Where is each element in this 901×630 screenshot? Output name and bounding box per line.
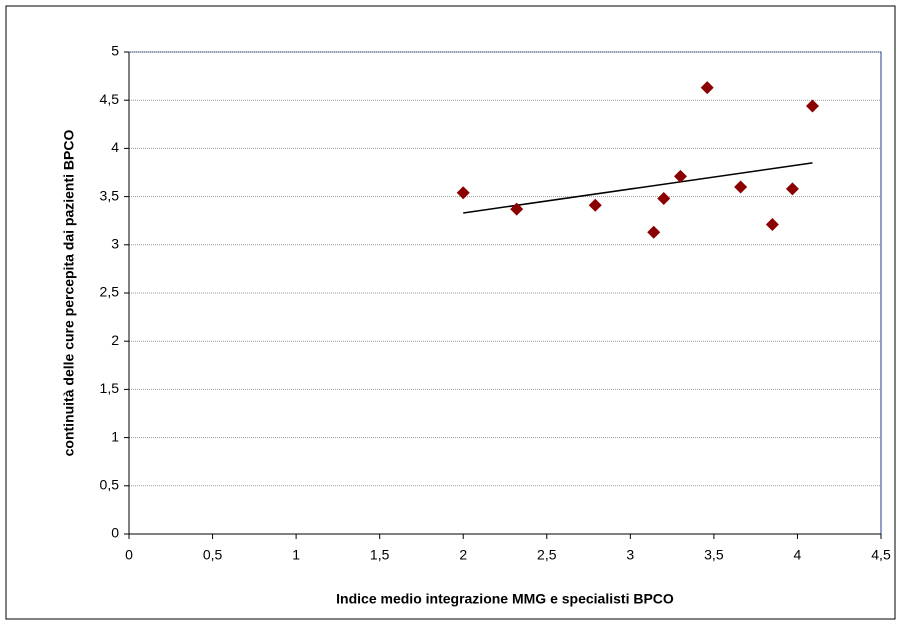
x-tick-label: 0 xyxy=(125,547,133,563)
data-point xyxy=(785,182,799,196)
x-tick-label: 1 xyxy=(292,547,300,563)
data-point xyxy=(657,192,671,206)
x-tick-label: 2,5 xyxy=(537,547,557,563)
y-tick-label: 2 xyxy=(111,332,119,348)
data-point xyxy=(456,186,470,200)
data-point xyxy=(734,180,748,194)
data-point xyxy=(673,169,687,183)
y-tick-label: 2,5 xyxy=(100,284,120,300)
y-tick-label: 4 xyxy=(111,139,119,155)
y-tick-label: 4,5 xyxy=(100,91,120,107)
y-tick-label: 3,5 xyxy=(100,187,120,203)
y-tick-label: 3 xyxy=(111,236,119,252)
trendline xyxy=(463,162,813,214)
y-tick-label: 1,5 xyxy=(100,380,120,396)
x-tick-label: 4,5 xyxy=(871,547,891,563)
y-axis-title: continuità delle cure percepita dai pazi… xyxy=(61,130,77,457)
x-tick-label: 0,5 xyxy=(203,547,223,563)
data-point xyxy=(700,81,714,95)
data-point xyxy=(805,99,819,113)
x-tick-label: 2 xyxy=(459,547,467,563)
y-tick-label: 0,5 xyxy=(100,477,120,493)
data-point xyxy=(588,198,602,212)
data-point xyxy=(765,218,779,232)
data-point xyxy=(510,202,524,216)
x-tick-label: 4 xyxy=(794,547,802,563)
y-tick-label: 0 xyxy=(111,525,119,541)
x-tick-label: 3,5 xyxy=(704,547,724,563)
y-tick-label: 5 xyxy=(111,43,119,59)
data-point xyxy=(647,225,661,239)
x-tick-label: 1,5 xyxy=(370,547,390,563)
x-axis-title: Indice medio integrazione MMG e speciali… xyxy=(336,591,674,607)
x-tick-label: 3 xyxy=(626,547,634,563)
y-tick-label: 1 xyxy=(111,428,119,444)
